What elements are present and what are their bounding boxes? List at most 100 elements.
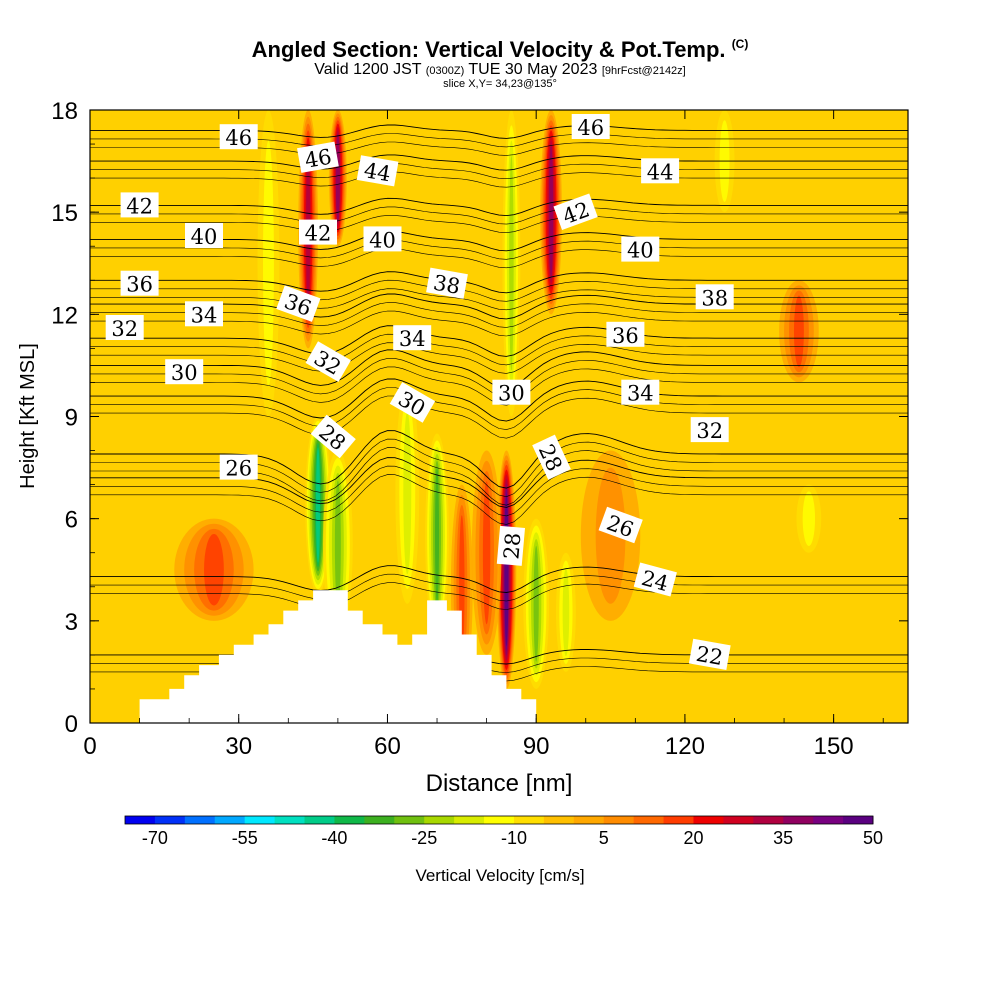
contour-label-text: 34: [399, 327, 426, 351]
colorbar-swatch: [513, 816, 545, 824]
contour-label-text: 46: [225, 126, 252, 150]
contour-label: 30: [165, 359, 204, 385]
contour-label-box: [492, 379, 531, 405]
y-tick-label: 6: [65, 507, 78, 534]
contour-label-box: [219, 454, 258, 480]
colorbar-tick-label: -55: [232, 828, 258, 848]
colorbar-tick-label: -25: [411, 828, 437, 848]
y-tick-label: 3: [65, 609, 78, 636]
y-tick-label: 15: [51, 200, 78, 227]
contour-label-box: [165, 359, 204, 385]
contour-label-box: [310, 414, 356, 459]
colorbar-swatch: [484, 816, 515, 824]
velocity-field: [90, 110, 908, 723]
isentrope-minor: [90, 171, 908, 188]
isentrope-42: [90, 197, 908, 217]
contour-label-box: [185, 223, 223, 248]
contour-label: 28: [496, 525, 526, 566]
contour-label-box: [598, 506, 643, 544]
contour-label-text: 46: [303, 145, 333, 173]
colorbar-swatch: [573, 816, 605, 824]
contour-label-box: [356, 155, 399, 187]
contour-label-box: [496, 525, 526, 566]
contour-label: 38: [426, 267, 468, 299]
contour-label-text: 38: [431, 271, 461, 299]
terrain-mask: [90, 590, 537, 723]
isentrope-34: [90, 325, 908, 357]
contour-label-box: [299, 219, 337, 245]
colorbar-tick-label: 35: [773, 828, 793, 848]
velocity-cell: [533, 545, 539, 662]
contour-label-box: [305, 341, 351, 382]
contour-label-box: [389, 382, 436, 423]
isentrope-minor: [90, 163, 908, 180]
contour-label-box: [120, 192, 159, 218]
colorbar-swatch: [813, 816, 844, 824]
contour-label-text: 40: [191, 225, 218, 249]
title-mark: (C): [731, 37, 749, 51]
velocity-cell: [316, 447, 321, 563]
contour-label: 40: [621, 236, 660, 263]
contour-label: 44: [356, 155, 399, 187]
contour-label: 46: [571, 114, 610, 140]
colorbar-swatch: [843, 816, 874, 824]
colorbar-swatch: [274, 816, 306, 824]
contour-label-box: [606, 321, 645, 347]
valid-label: Valid 1200 JST: [314, 61, 422, 78]
contour-label: 44: [641, 158, 680, 184]
y-tick-label: 9: [65, 405, 78, 432]
y-tick-label: 12: [51, 302, 78, 329]
colorbar-tick-label: -10: [501, 828, 527, 848]
colorbar-frame: [124, 815, 874, 825]
x-tick-label: 150: [814, 733, 854, 760]
velocity-cell: [403, 411, 412, 575]
isentrope-contours: [90, 124, 908, 682]
contour-label-box: [532, 434, 571, 480]
colorbar-swatch: [214, 816, 246, 824]
contour-label-text: 44: [647, 160, 674, 184]
contour-label: 46: [297, 141, 339, 173]
contour-label: 42: [120, 192, 159, 218]
colorbar-swatch: [394, 816, 425, 824]
contour-label: 42: [299, 219, 337, 246]
colorbar-swatch: [154, 816, 186, 824]
contour-label-box: [363, 226, 402, 252]
velocity-cell: [204, 533, 224, 606]
contour-label-text: 40: [369, 228, 396, 252]
title-text: Angled Section: Vertical Velocity & Pot.…: [251, 37, 726, 62]
velocity-cell: [595, 467, 626, 604]
colorbar-swatch: [244, 816, 276, 824]
contour-label-box: [297, 141, 339, 173]
contour-label: 32: [690, 417, 729, 443]
colorbar-tick-label: 50: [863, 828, 883, 848]
contour-label-text: 40: [627, 239, 654, 263]
contour-label: 38: [695, 284, 734, 310]
colorbar-tick-label: 5: [599, 828, 609, 848]
contour-label-text: 34: [627, 382, 654, 406]
forecast-label: [9hrFcst@2142z]: [601, 65, 686, 77]
contour-label-box: [621, 379, 660, 405]
contour-label-box: [688, 638, 731, 671]
colorbar-swatch: [364, 816, 395, 824]
contour-label-text: 44: [362, 158, 392, 186]
colorbar-swatch: [723, 816, 754, 824]
velocity-cell: [263, 140, 274, 386]
colorbar-swatch: [543, 816, 575, 824]
contour-label: 30: [492, 379, 531, 406]
y-tick-label: 18: [51, 98, 78, 125]
y-axis-label: Height [Kft MSL]: [17, 343, 39, 489]
isentrope-minor: [90, 582, 908, 610]
isentrope-minor: [90, 395, 908, 439]
isentrope-minor: [90, 387, 908, 430]
contour-label-box: [219, 124, 258, 150]
colorbar-swatch: [304, 816, 335, 824]
contour-label-text: 46: [577, 116, 604, 140]
contour-label-text: 42: [126, 194, 153, 218]
contour-label-text: 30: [498, 382, 525, 406]
colorbar-swatch: [125, 816, 156, 824]
velocity-cell: [482, 481, 491, 625]
velocity-cell: [435, 467, 440, 604]
contour-label-text: 36: [126, 273, 153, 297]
slice-label: slice X,Y= 34,23@135°: [443, 78, 557, 90]
